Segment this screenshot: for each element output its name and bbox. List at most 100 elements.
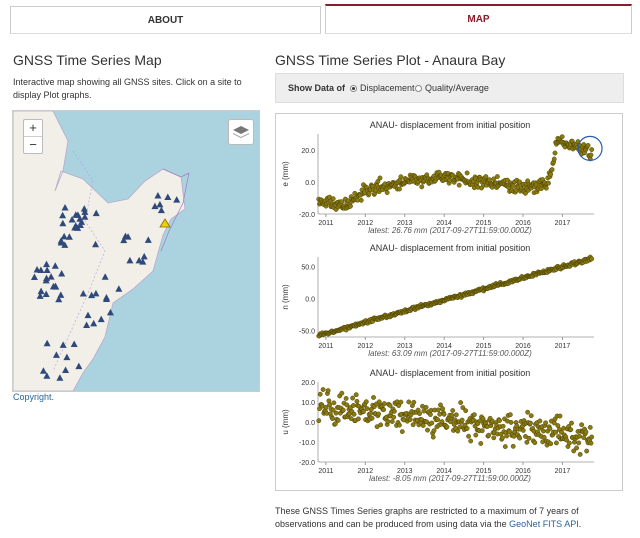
site-marker[interactable] [37,287,45,295]
site-marker[interactable] [120,236,128,244]
site-marker[interactable] [79,289,87,297]
site-marker[interactable] [80,205,88,212]
data-point [353,392,359,398]
data-point [430,434,436,440]
layers-button[interactable] [228,119,254,145]
site-marker[interactable] [43,266,51,273]
site-marker[interactable] [83,321,91,329]
data-point [440,406,446,412]
site-marker[interactable] [76,215,84,222]
fits-api-link[interactable]: GeoNet FITS API [509,519,579,529]
x-tick-label: 2011 [318,220,333,227]
site-marker[interactable] [76,221,84,228]
site-marker[interactable] [101,273,109,280]
data-point [500,435,505,441]
site-marker[interactable] [106,308,114,316]
zoom-in-button[interactable]: + [24,120,42,137]
data-point [410,422,416,428]
site-marker[interactable] [70,340,78,347]
site-marker[interactable] [43,260,51,268]
copyright-link[interactable]: Copyright. [13,392,55,402]
site-marker[interactable] [97,315,105,323]
site-marker[interactable] [126,256,134,264]
site-marker[interactable] [156,200,164,208]
site-marker[interactable] [42,290,50,298]
site-marker[interactable] [71,224,79,231]
site-marker[interactable] [92,209,100,217]
site-marker[interactable] [68,216,76,223]
data-point [584,448,590,454]
data-point [524,439,530,445]
data-point [497,418,502,423]
site-marker[interactable] [59,211,67,219]
site-marker[interactable] [52,351,60,358]
site-marker[interactable] [164,193,172,201]
site-marker[interactable] [92,240,100,248]
site-marker[interactable] [36,292,44,299]
tab-about[interactable]: ABOUT [10,6,321,34]
data-point [526,435,532,441]
data-point [564,437,569,443]
radio-displacement-dot[interactable] [350,84,357,92]
site-marker[interactable] [59,341,67,348]
site-marker[interactable] [57,291,65,298]
site-marker[interactable] [43,274,51,282]
site-marker[interactable] [37,266,45,273]
site-marker[interactable] [121,232,129,240]
x-tick-label: 2013 [397,468,413,475]
site-marker[interactable] [75,362,83,370]
radio-quality-dot[interactable] [415,84,422,92]
site-marker[interactable] [135,256,143,264]
site-marker[interactable] [84,311,92,319]
latest-highlight-circle [577,135,603,161]
site-marker[interactable] [43,372,51,379]
radio-displacement[interactable]: Displacement [350,83,415,93]
site-marker[interactable] [157,206,165,214]
site-marker[interactable] [90,319,98,327]
x-tick-label: 2012 [358,220,374,227]
zoom-out-button[interactable]: − [29,137,37,152]
site-marker[interactable] [115,285,123,292]
site-marker[interactable] [61,241,69,248]
site-marker[interactable] [60,232,68,240]
site-marker[interactable] [58,269,66,277]
radio-quality[interactable]: Quality/Average [415,83,489,93]
site-marker[interactable] [51,282,59,290]
site-marker[interactable] [102,295,110,302]
site-marker[interactable] [173,196,181,203]
site-marker[interactable] [56,374,64,381]
site-marker[interactable] [51,262,59,269]
site-marker[interactable] [62,366,70,374]
site-marker[interactable] [43,339,51,347]
site-marker[interactable] [88,291,96,299]
site-marker[interactable] [72,211,80,218]
tab-map[interactable]: MAP [325,4,632,34]
map-canvas[interactable] [13,111,259,391]
plot-section-title: GNSS Time Series Plot - Anaura Bay [275,52,506,68]
site-marker[interactable] [47,273,55,280]
data-point [419,184,425,190]
site-marker[interactable] [61,204,69,211]
site-marker[interactable] [57,239,65,246]
site-marker[interactable] [81,208,89,215]
site-marker[interactable] [59,219,67,227]
data-point [361,409,366,415]
data-point [577,451,583,457]
site-marker[interactable] [140,252,148,260]
site-marker[interactable] [151,202,159,210]
site-marker[interactable] [154,192,162,199]
site-marker[interactable] [30,273,38,280]
site-marker[interactable] [65,233,73,240]
site-marker[interactable] [92,289,100,297]
site-marker[interactable] [63,353,71,361]
data-point [350,403,356,408]
site-marker[interactable] [144,236,152,243]
site-marker[interactable] [39,367,47,374]
site-marker[interactable] [81,213,89,220]
site-markers[interactable] [30,192,181,381]
data-point [428,412,433,417]
site-marker[interactable] [55,295,63,303]
data-point [351,411,357,417]
gnss-site-map[interactable]: + − [12,110,260,392]
x-tick-label: 2015 [476,220,492,227]
